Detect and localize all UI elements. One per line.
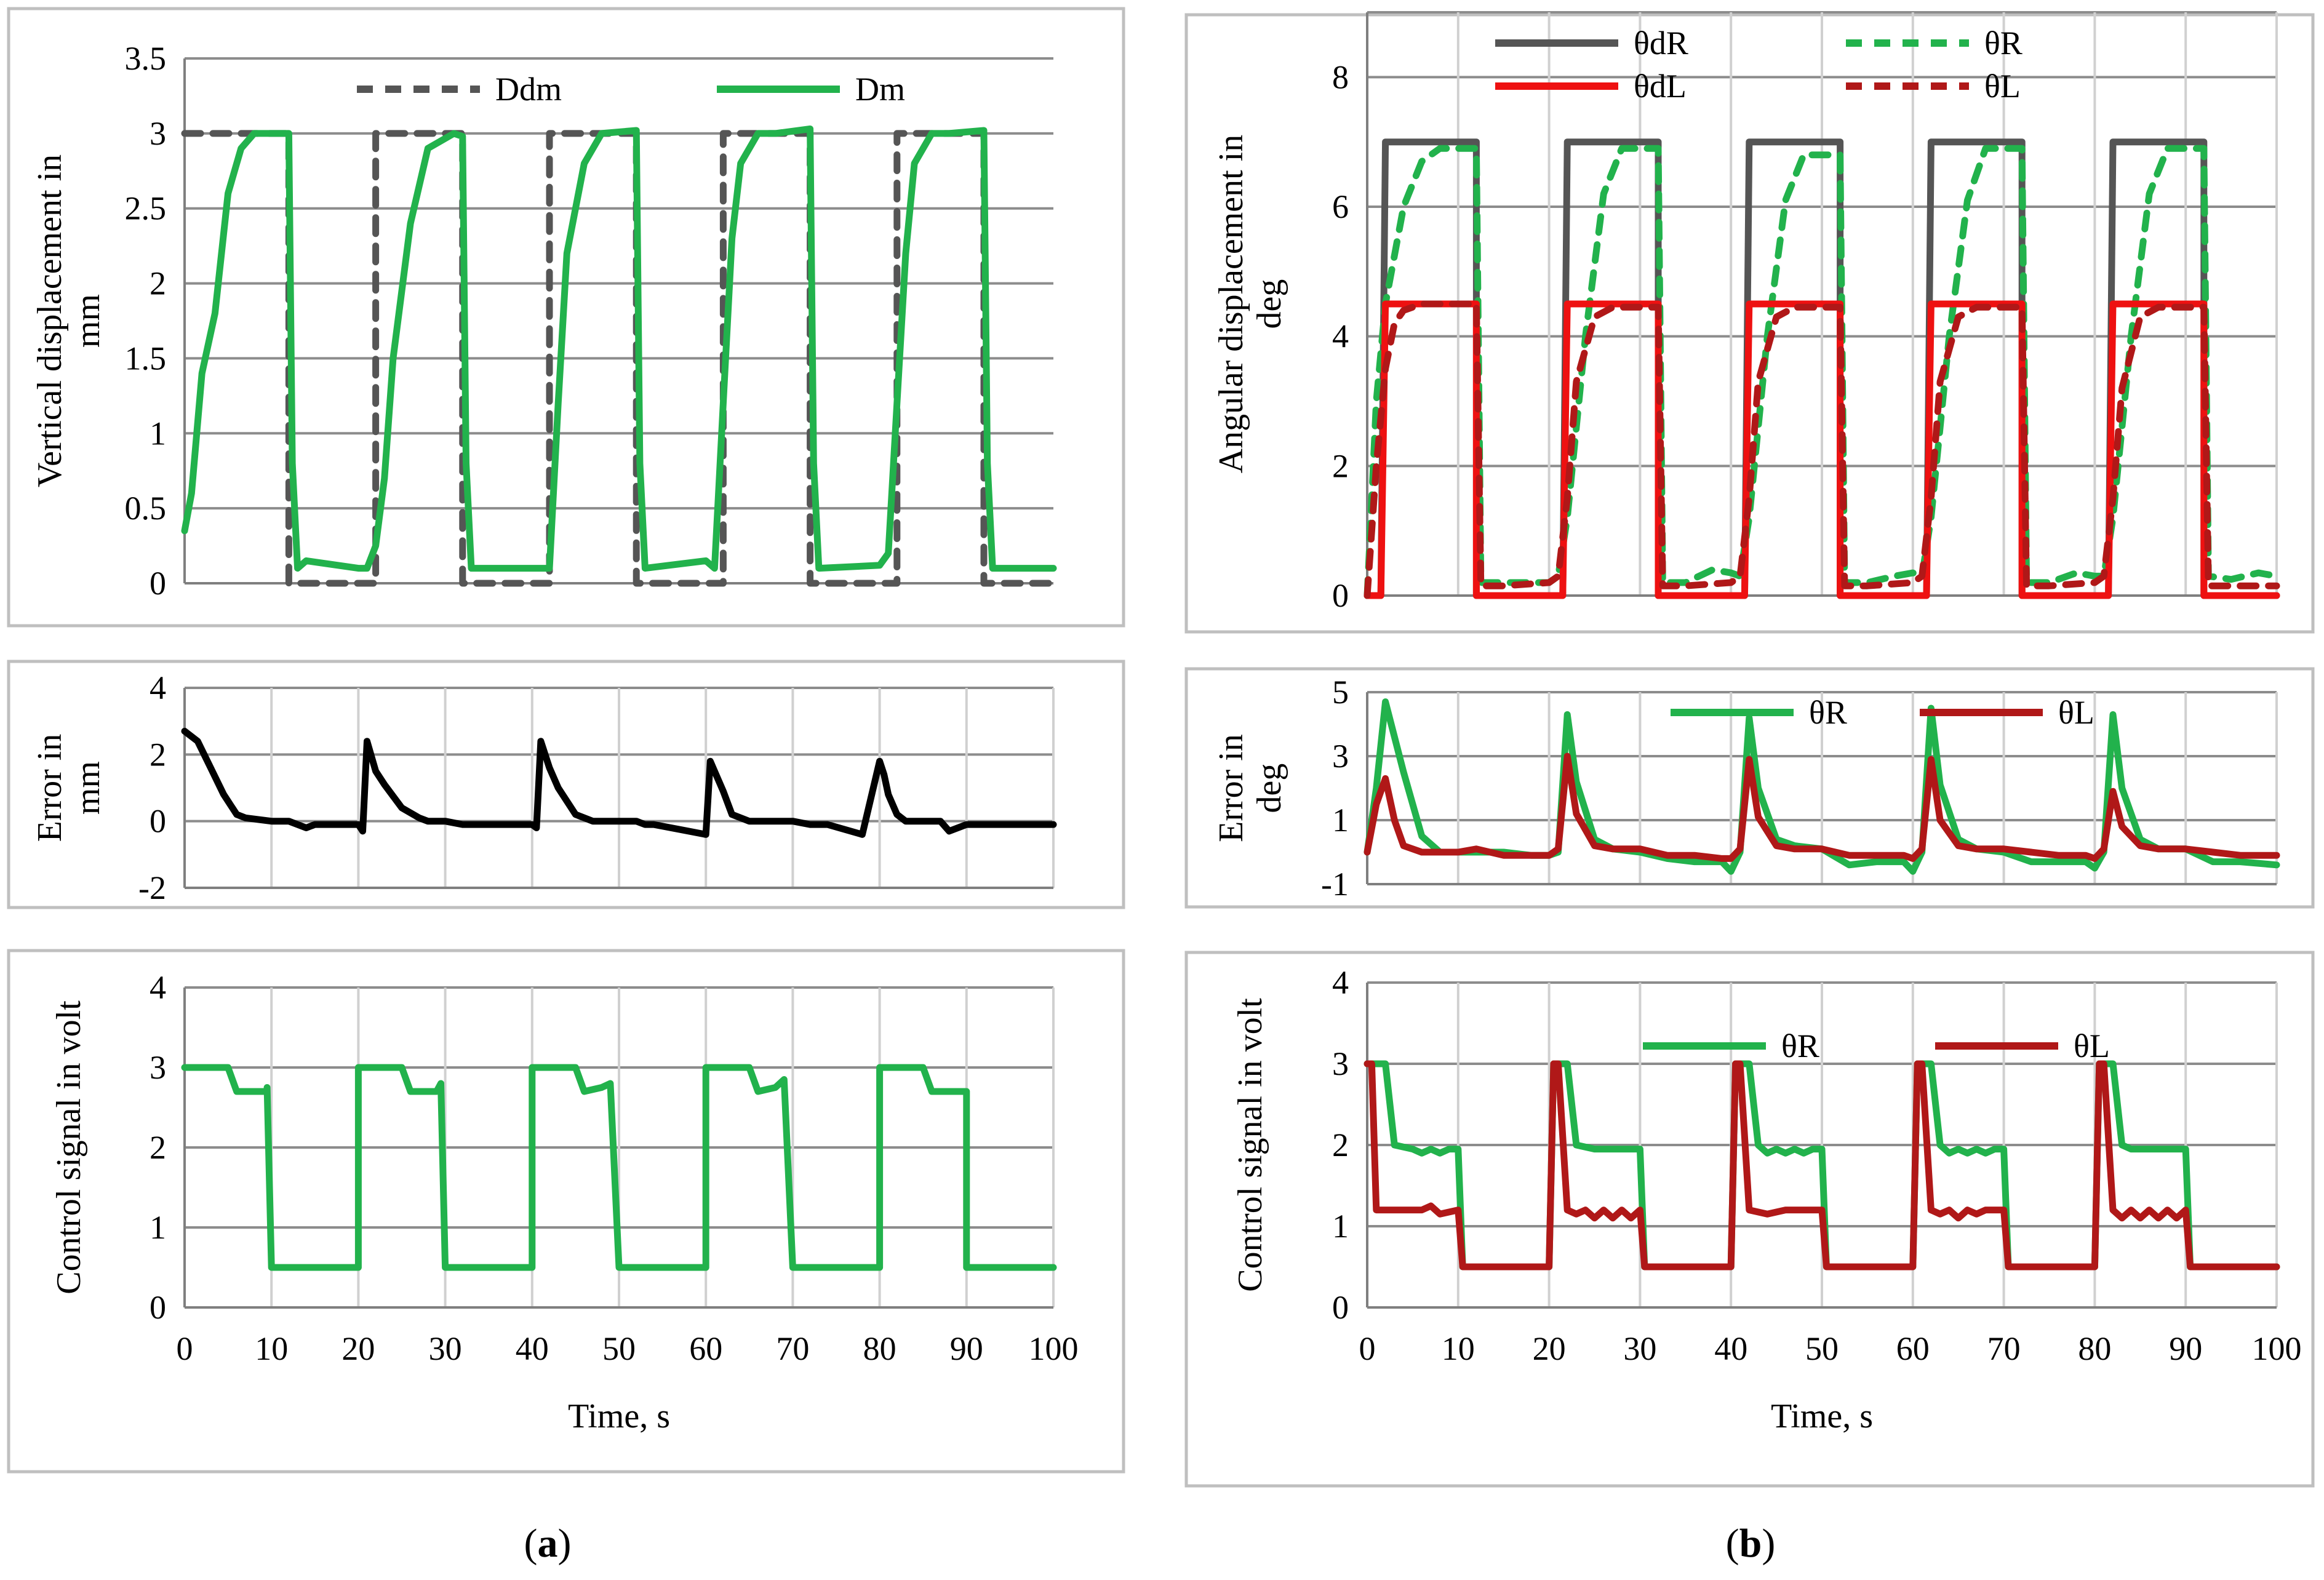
caption-b-open: ( — [1726, 1521, 1739, 1566]
y-axis-label-b3: Control signal in volt — [1231, 998, 1269, 1292]
ytick-label-b2: 3 — [1332, 738, 1349, 775]
ytick-label-a3: 1 — [150, 1209, 166, 1246]
xtick-label-a3: 10 — [255, 1330, 288, 1367]
y-axis-label-a3: Control signal in volt — [50, 1000, 88, 1295]
ytick-label-b3: 0 — [1332, 1289, 1349, 1326]
ytick-label-b3: 1 — [1332, 1208, 1349, 1245]
x-axis-label-b3: Time, s — [1771, 1397, 1873, 1435]
xtick-label-b3: 80 — [2078, 1330, 2111, 1367]
xtick-label-a3: 30 — [429, 1330, 462, 1367]
ytick-label-a3: 0 — [150, 1289, 166, 1326]
chart-b1: 0 2 4 6 8 Angular displacement in deg θdR θR θdL θ… — [1212, 11, 2280, 614]
y-axis-label-b2: Error in — [1212, 734, 1250, 842]
ytick-label-a2: 0 — [150, 803, 166, 840]
xtick-label-a3: 60 — [689, 1330, 722, 1367]
xtick-label-a3: 40 — [516, 1330, 549, 1367]
ytick-label-a1: 0.5 — [125, 490, 167, 527]
ytick-label-a3: 2 — [150, 1129, 166, 1166]
xtick-label-b3: 100 — [2252, 1330, 2302, 1367]
xtick-label-a3: 70 — [776, 1330, 809, 1367]
ytick-label-a1: 0 — [150, 565, 166, 602]
y-axis-label-a2: Error in — [31, 734, 69, 842]
chart-b2: -1 1 3 5 Error in deg θR θL — [1212, 674, 2280, 903]
ytick-label-a2: 4 — [150, 669, 166, 706]
legend-label-a1: Ddm — [495, 71, 562, 108]
ytick-label-b1: 6 — [1332, 188, 1349, 225]
ytick-label-a2: 2 — [150, 736, 166, 773]
ytick-label-b1: 2 — [1332, 447, 1349, 484]
ytick-label-a1: 3 — [150, 115, 166, 152]
panel-a3-frame — [7, 949, 1125, 1474]
ytick-label-a1: 2.5 — [125, 190, 167, 227]
ytick-label-a3: 3 — [150, 1049, 166, 1086]
xtick-label-a3: 50 — [602, 1330, 636, 1367]
ytick-label-b1: 0 — [1332, 577, 1349, 614]
xtick-label-a3: 20 — [341, 1330, 375, 1367]
ytick-label-a1: 3.5 — [125, 40, 167, 77]
ytick-label-a1: 1.5 — [125, 340, 167, 377]
y-axis-label-b1: deg — [1250, 279, 1288, 329]
xtick-label-a3: 100 — [1029, 1330, 1079, 1367]
legend-label-b3: θR — [1781, 1027, 1819, 1064]
xtick-label-b3: 90 — [2169, 1330, 2202, 1367]
legend-label-b1: θL — [1984, 68, 2021, 105]
series-line-a1-dm — [181, 126, 1057, 572]
plots-layer: 0 0.5 1 1.5 2 2.5 3 3.5 Vertical displacement in… — [31, 11, 2302, 1435]
y-axis-label-a2: mm — [69, 761, 107, 815]
x-axis-label-a3: Time, s — [568, 1397, 670, 1435]
xtick-label-b3: 60 — [1896, 1330, 1930, 1367]
chart-a1: 0 0.5 1 1.5 2 2.5 3 3.5 Vertical displacement in… — [31, 40, 1057, 602]
series-line-b3-l — [1364, 1060, 2280, 1271]
xtick-label-b3: 30 — [1623, 1330, 1656, 1367]
series-line-a2-error — [181, 727, 1057, 838]
xtick-label-b3: 40 — [1714, 1330, 1747, 1367]
ytick-label-b1: 8 — [1332, 58, 1349, 95]
caption-b-letter: b — [1739, 1521, 1762, 1566]
legend-label-b2: θL — [2058, 694, 2094, 731]
legend-label-b3: θL — [2074, 1027, 2110, 1064]
ytick-label-b1: 4 — [1332, 318, 1349, 355]
ytick-label-a2: -2 — [138, 869, 166, 906]
ytick-label-b3: 4 — [1332, 964, 1349, 1001]
xtick-label-b3: 20 — [1533, 1330, 1566, 1367]
ytick-label-b2: 5 — [1332, 674, 1349, 711]
xtick-label-a3: 90 — [950, 1330, 983, 1367]
caption-b: (b) — [1726, 1521, 1776, 1566]
chart-a2: -2 0 2 4 Error in mm — [31, 669, 1057, 906]
y-axis-label-b2: deg — [1250, 764, 1288, 813]
xtick-label-b3: 70 — [1987, 1330, 2021, 1367]
legend-label-b1: θdR — [1634, 25, 1688, 62]
series-line-b2-l — [1364, 752, 2280, 862]
legend-label-a1: Dm — [855, 71, 905, 108]
xtick-label-a3: 0 — [177, 1330, 193, 1367]
caption-a-close: ) — [558, 1521, 572, 1566]
ytick-label-a1: 1 — [150, 415, 166, 452]
y-axis-label-a1: Vertical displacement in — [31, 154, 69, 487]
legend-label-b2: θR — [1809, 694, 1847, 731]
xtick-label-b3: 10 — [1442, 1330, 1475, 1367]
ytick-label-b3: 2 — [1332, 1127, 1349, 1163]
xtick-label-b3: 50 — [1805, 1330, 1839, 1367]
legend-label-b1: θdL — [1634, 68, 1687, 105]
y-axis-label-a1: mm — [69, 294, 107, 348]
ytick-label-a3: 4 — [150, 969, 166, 1006]
xtick-label-b3: 0 — [1359, 1330, 1376, 1367]
y-axis-label-b1: Angular displacement in — [1212, 135, 1250, 474]
xtick-label-a3: 80 — [863, 1330, 896, 1367]
legend-label-b1: θR — [1984, 25, 2023, 62]
caption-b-close: ) — [1762, 1521, 1775, 1566]
caption-a-open: ( — [524, 1521, 538, 1566]
caption-a: (a) — [524, 1521, 572, 1566]
caption-a-letter: a — [538, 1521, 558, 1566]
ytick-label-b2: -1 — [1321, 866, 1349, 903]
series-line-a3-control — [181, 1064, 1057, 1271]
panel-a2-frame — [7, 660, 1125, 909]
ytick-label-b3: 3 — [1332, 1045, 1349, 1082]
ytick-label-b2: 1 — [1332, 802, 1349, 839]
series-line-b1-l — [1364, 300, 2280, 599]
ytick-label-a1: 2 — [150, 265, 166, 302]
